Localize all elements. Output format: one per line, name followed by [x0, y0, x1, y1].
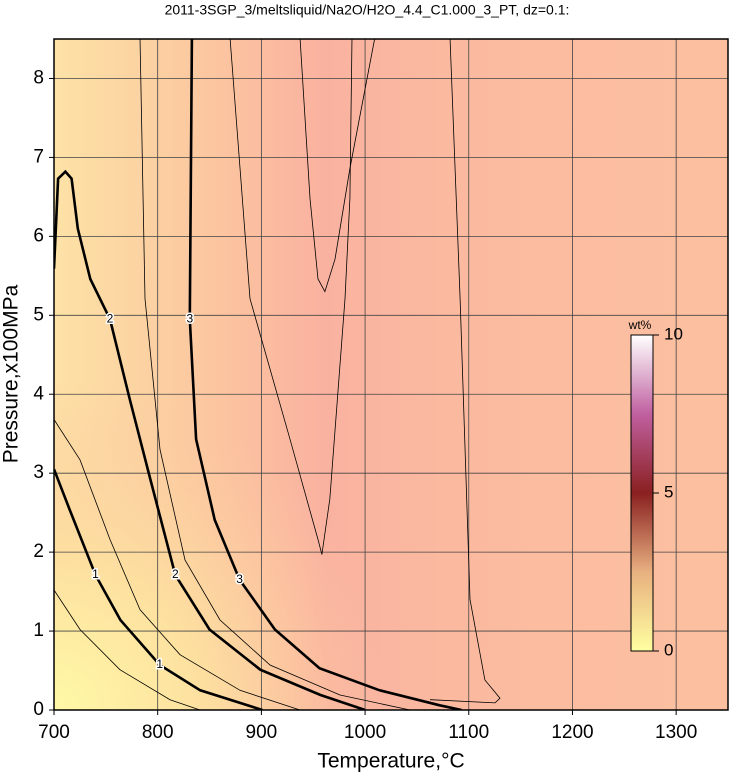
x-tick-label: 800 [142, 722, 174, 743]
y-tick-label: 5 [33, 304, 44, 325]
y-tick-label: 1 [33, 620, 44, 641]
y-tick-label: 2 [33, 541, 44, 562]
contour-line [139, 39, 411, 710]
x-tick-label: 1100 [448, 722, 489, 743]
colorbar-tick-label: 5 [664, 482, 673, 501]
contour-line [429, 39, 501, 704]
y-tick-label: 4 [33, 383, 44, 404]
plot-frame [53, 38, 729, 711]
y-tick-label: 0 [33, 699, 44, 720]
contour-label: 1 [156, 657, 163, 671]
contour-line [188, 39, 462, 710]
x-tick-label: 700 [38, 722, 70, 743]
colorbar [630, 334, 654, 652]
x-tick-label: 1000 [344, 722, 386, 743]
x-tick-label: 900 [246, 722, 278, 743]
y-tick-label: 7 [33, 146, 44, 167]
contour-line [54, 419, 301, 710]
contour-label: 2 [107, 311, 114, 325]
y-tick-label: 6 [33, 225, 44, 246]
contour-label: 2 [172, 567, 179, 581]
x-tick-label: 1300 [655, 722, 697, 743]
y-tick-label: 3 [33, 462, 44, 483]
contour-line [54, 169, 366, 710]
y-axis-title: Pressure,x100MPa [0, 284, 23, 463]
chart-title: 2011-3SGP_3/meltsliquid/Na2O/H2O_4.4_C1.… [165, 2, 570, 18]
colorbar-tick-label: 0 [664, 640, 673, 659]
field-shade [54, 39, 728, 710]
x-tick-label: 1200 [551, 722, 593, 743]
x-axis-title: Temperature,°C [317, 750, 464, 773]
contour-label: 1 [92, 567, 99, 581]
contour-line [54, 468, 263, 710]
contour-label: 3 [186, 311, 193, 325]
colorbar-tick-label: 10 [664, 324, 683, 343]
contour-label: 3 [236, 572, 243, 586]
contour-line [229, 39, 353, 555]
contour-line [299, 39, 376, 293]
y-tick-label: 8 [33, 67, 44, 88]
contour-line [54, 589, 201, 710]
colorbar-title: wt% [628, 318, 652, 332]
